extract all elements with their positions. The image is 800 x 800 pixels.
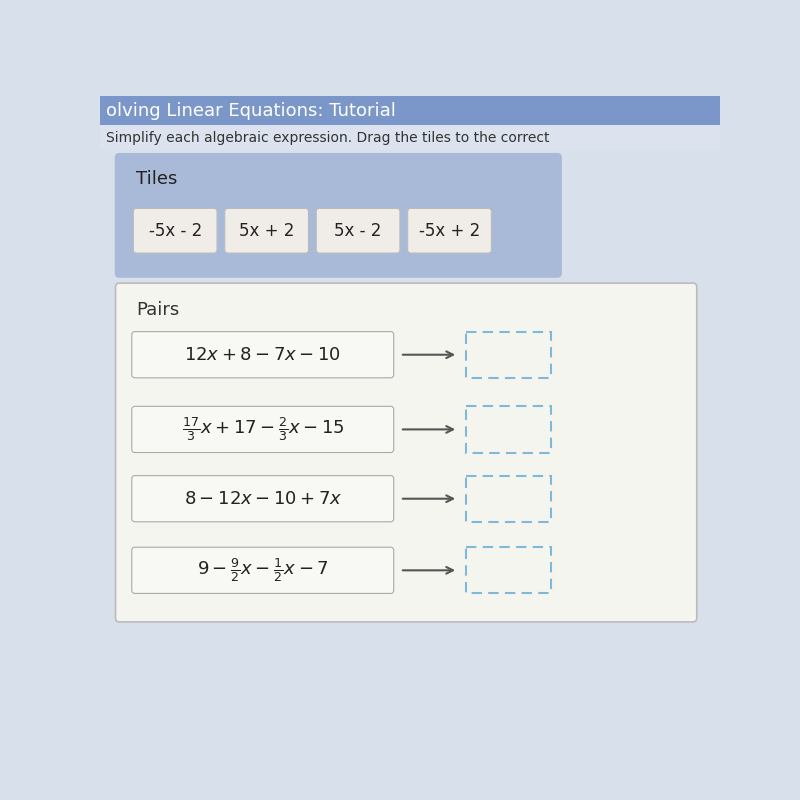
FancyBboxPatch shape bbox=[316, 209, 400, 253]
Text: -5x + 2: -5x + 2 bbox=[419, 222, 480, 240]
Text: $9 - \frac{9}{2}x - \frac{1}{2}x - 7$: $9 - \frac{9}{2}x - \frac{1}{2}x - 7$ bbox=[197, 556, 329, 584]
Text: Pairs: Pairs bbox=[137, 301, 180, 319]
Text: 5x + 2: 5x + 2 bbox=[239, 222, 294, 240]
Bar bbox=[100, 126, 720, 150]
Bar bbox=[100, 96, 720, 126]
FancyBboxPatch shape bbox=[114, 153, 562, 278]
Text: $12x + 8 - 7x - 10$: $12x + 8 - 7x - 10$ bbox=[184, 346, 342, 364]
Text: $8 - 12x - 10 + 7x$: $8 - 12x - 10 + 7x$ bbox=[183, 490, 342, 508]
Text: olving Linear Equations: Tutorial: olving Linear Equations: Tutorial bbox=[106, 102, 396, 120]
FancyBboxPatch shape bbox=[132, 332, 394, 378]
FancyBboxPatch shape bbox=[408, 209, 491, 253]
FancyBboxPatch shape bbox=[134, 209, 217, 253]
Text: 5x - 2: 5x - 2 bbox=[334, 222, 382, 240]
Text: Simplify each algebraic expression. Drag the tiles to the correct: Simplify each algebraic expression. Drag… bbox=[106, 130, 550, 145]
FancyBboxPatch shape bbox=[132, 476, 394, 522]
FancyBboxPatch shape bbox=[115, 283, 697, 622]
Text: $\frac{17}{3}x + 17 - \frac{2}{3}x - 15$: $\frac{17}{3}x + 17 - \frac{2}{3}x - 15$ bbox=[182, 415, 344, 443]
FancyBboxPatch shape bbox=[132, 547, 394, 594]
FancyBboxPatch shape bbox=[225, 209, 309, 253]
Text: Tiles: Tiles bbox=[137, 170, 178, 188]
Text: -5x - 2: -5x - 2 bbox=[149, 222, 202, 240]
FancyBboxPatch shape bbox=[132, 406, 394, 453]
